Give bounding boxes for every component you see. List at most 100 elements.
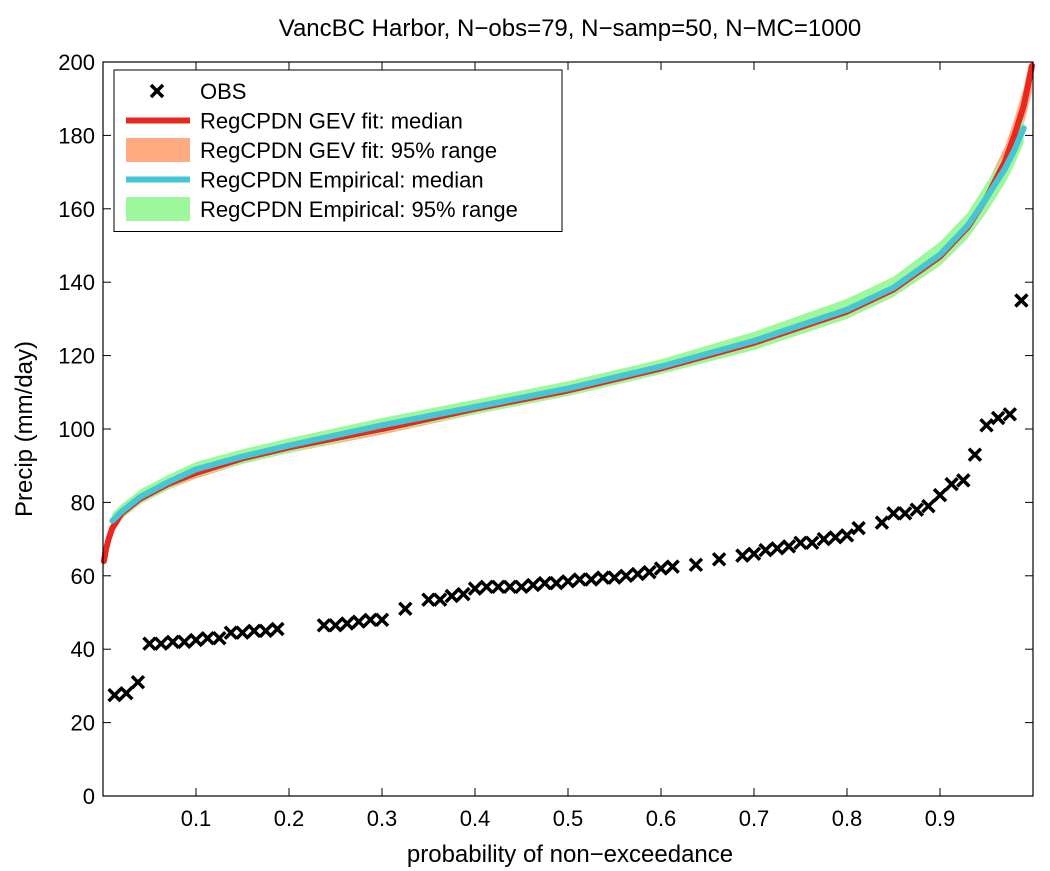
y-tick-label: 200 <box>58 50 95 75</box>
obs-point <box>537 575 553 591</box>
obs-point <box>642 564 657 580</box>
obs-point <box>932 487 948 503</box>
y-tick-label: 100 <box>58 417 95 442</box>
obs-point <box>549 575 564 591</box>
obs-point <box>270 621 285 637</box>
obs-point <box>851 520 866 536</box>
obs-point <box>1002 407 1018 422</box>
obs-point <box>781 539 797 554</box>
band-regcpdn-empirical-95-range <box>112 113 1024 529</box>
obs-point <box>897 506 913 521</box>
x-tick-label: 0.8 <box>832 806 863 831</box>
obs-point <box>560 574 576 589</box>
obs-point <box>444 588 460 604</box>
y-tick-label: 80 <box>71 490 95 515</box>
obs-point <box>735 548 750 563</box>
legend-label-regcpdn-empirical-95-range: RegCPDN Empirical: 95% range <box>200 197 518 222</box>
obs-point <box>432 592 448 607</box>
obs-point <box>758 542 773 558</box>
x-tick-label: 0.4 <box>460 806 491 831</box>
obs-point <box>491 579 506 595</box>
obs-point <box>956 473 971 488</box>
legend-swatch-regcpdn-gev-fit-95-range <box>126 138 190 162</box>
y-tick-label: 140 <box>58 270 95 295</box>
obs-point <box>525 577 541 593</box>
obs-point <box>839 528 855 543</box>
obs-point <box>770 541 785 556</box>
obs-point <box>595 570 611 585</box>
obs-point <box>177 634 192 650</box>
y-tick-label: 180 <box>58 123 95 148</box>
obs-point <box>979 418 994 433</box>
legend-label-regcpdn-gev-fit-95-range: RegCPDN GEV fit: 95% range <box>200 138 497 163</box>
obs-point <box>514 579 529 595</box>
obs-point <box>223 625 239 640</box>
legend-label-regcpdn-empirical-median: RegCPDN Empirical: median <box>200 168 484 193</box>
obs-point <box>258 623 274 639</box>
x-tick-label: 0.2 <box>274 806 305 831</box>
y-axis-label: Precip (mm/day) <box>11 341 38 517</box>
obs-point <box>165 634 181 650</box>
obs-point <box>421 592 436 607</box>
legend-swatch-obs <box>149 83 165 99</box>
obs-point <box>130 674 146 690</box>
obs-point <box>688 557 704 573</box>
obs-point <box>944 476 959 492</box>
obs-point <box>153 636 169 651</box>
obs-point <box>316 618 332 633</box>
obs-point <box>1014 293 1029 308</box>
obs-point <box>828 530 843 545</box>
obs-point <box>235 625 250 640</box>
obs-point <box>607 570 622 585</box>
obs-point <box>467 581 483 596</box>
obs-point <box>479 579 494 595</box>
obs-point <box>212 630 227 646</box>
chart-title: VancBC Harbor, N−obs=79, N−samp=50, N−MC… <box>279 15 862 42</box>
obs-point <box>909 502 925 517</box>
y-tick-label: 40 <box>71 637 95 662</box>
obs-point <box>665 559 680 574</box>
obs-point <box>746 546 762 562</box>
obs-point <box>793 535 808 551</box>
legend-label-regcpdn-gev-fit-median: RegCPDN GEV fit: median <box>200 109 463 134</box>
obs-point <box>921 498 936 514</box>
obs-point <box>200 630 215 646</box>
x-tick-label: 0.5 <box>553 806 584 831</box>
x-tick-label: 0.1 <box>181 806 212 831</box>
obs-point <box>374 612 390 628</box>
obs-point <box>246 623 262 639</box>
obs-point <box>653 561 669 576</box>
legend: OBS RegCPDN GEV fit: median RegCPDN GEV fi… <box>113 69 563 232</box>
obs-point <box>584 572 599 587</box>
obs-point <box>630 566 646 582</box>
x-tick-label: 0.6 <box>646 806 677 831</box>
legend-swatch-regcpdn-empirical-95-range <box>126 197 190 221</box>
obs-point <box>990 410 1006 426</box>
y-tick-label: 0 <box>83 784 95 809</box>
line-regcpdn-empirical-median <box>109 125 1027 524</box>
obs-point <box>142 636 157 651</box>
legend-label-obs: OBS <box>200 79 246 104</box>
obs-point <box>456 586 471 602</box>
obs-point <box>188 632 204 648</box>
obs-point <box>363 612 378 628</box>
y-tick-label: 60 <box>71 564 95 589</box>
x-axis-label: probability of non−exceedance <box>407 841 733 868</box>
obs-point <box>502 579 518 595</box>
obs-point <box>886 506 901 521</box>
obs-point <box>119 685 134 701</box>
x-tick-label: 0.3 <box>367 806 398 831</box>
obs-point <box>351 614 367 629</box>
obs-point <box>804 535 820 551</box>
obs-point <box>398 601 413 617</box>
y-tick-label: 160 <box>58 197 95 222</box>
obs-point <box>874 515 890 530</box>
axis-ticks: 0.1 0.2 0.3 0.4 0.5 0.6 0.7 0.8 0.9 0 20 40 60 80 100 1… <box>58 50 1033 831</box>
obs-point <box>339 616 355 631</box>
x-tick-label: 0.7 <box>739 806 770 831</box>
obs-point <box>618 568 634 584</box>
obs-point <box>572 572 587 587</box>
plot-area <box>100 62 1036 703</box>
x-tick-label: 0.9 <box>925 806 956 831</box>
